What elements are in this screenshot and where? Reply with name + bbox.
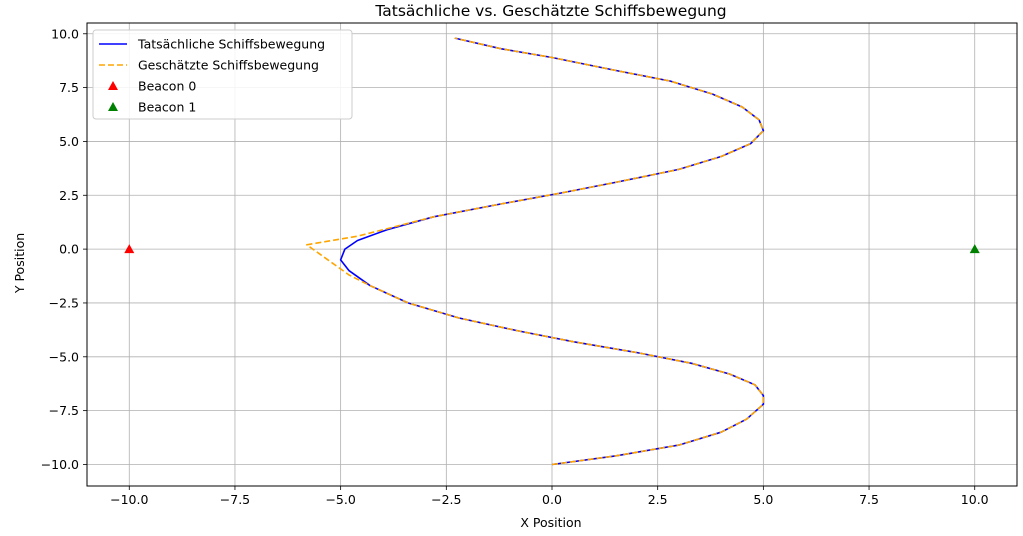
x-axis-title: X Position [520, 515, 581, 530]
x-tick-label: 0.0 [542, 492, 562, 507]
legend-label: Beacon 1 [138, 100, 196, 115]
y-tick-label: 7.5 [59, 80, 79, 95]
y-tick-label: −5.0 [49, 349, 79, 364]
legend-label: Beacon 0 [138, 79, 196, 94]
legend: Tatsächliche Schiffsbewegung Geschätzte S… [92, 29, 353, 120]
y-axis-title: Y Position [12, 233, 27, 294]
x-tick-label: 2.5 [648, 492, 668, 507]
series-line-estimated [305, 37, 765, 466]
x-tick-label: −10.0 [110, 492, 148, 507]
beacon-1-marker [969, 244, 980, 254]
y-tick-label: 5.0 [59, 134, 79, 149]
tick-layer: −10.0 −7.5 −5.0 −2.5 0.0 2.5 5.0 7.5 10.0 −10.0 −7… [41, 26, 989, 507]
y-tick-label: 10.0 [51, 26, 79, 41]
x-tick-label: 10.0 [961, 492, 989, 507]
x-tick-label: −2.5 [431, 492, 461, 507]
y-tick-label: 2.5 [59, 188, 79, 203]
beacon-0-marker [124, 244, 135, 254]
x-tick-label: −5.0 [325, 492, 355, 507]
y-tick-label: 0.0 [59, 242, 79, 257]
chart-title: Tatsächliche vs. Geschätzte Schiffsbeweg… [374, 2, 726, 20]
y-tick-label: −7.5 [49, 403, 79, 418]
series-layer [305, 37, 765, 466]
legend-swatch-marker [108, 81, 118, 90]
y-tick-label: −2.5 [49, 295, 79, 310]
marker-layer [124, 244, 980, 254]
legend-swatch-marker [108, 102, 118, 111]
y-tick-label: −10.0 [41, 457, 79, 472]
x-tick-label: 5.0 [753, 492, 773, 507]
x-tick-label: 7.5 [859, 492, 879, 507]
x-tick-label: −7.5 [220, 492, 250, 507]
legend-label: Tatsächliche Schiffsbewegung [137, 37, 325, 52]
legend-box [92, 29, 353, 120]
legend-label: Geschätzte Schiffsbewegung [138, 58, 319, 73]
